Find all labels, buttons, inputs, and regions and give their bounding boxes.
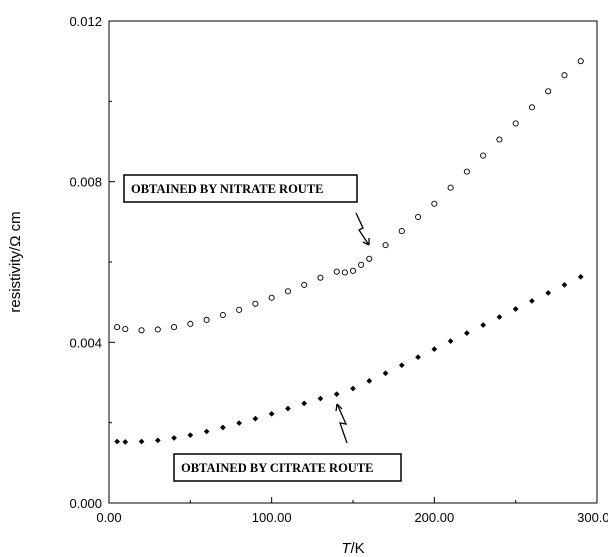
data-point xyxy=(431,346,438,353)
data-series xyxy=(114,58,584,445)
data-point xyxy=(528,298,535,304)
data-point xyxy=(496,136,503,143)
data-point xyxy=(382,242,389,249)
data-point xyxy=(431,200,438,207)
data-point xyxy=(187,320,194,327)
data-point xyxy=(171,324,178,331)
x-tick-label: 0.00 xyxy=(96,510,121,525)
data-point xyxy=(398,362,405,369)
data-point xyxy=(333,268,340,275)
data-point xyxy=(219,311,226,319)
data-point xyxy=(366,377,373,384)
plot-frame xyxy=(108,20,598,504)
data-point xyxy=(317,274,324,281)
data-point xyxy=(219,424,226,431)
arrow-nitrate-head xyxy=(362,238,370,246)
x-tick-label: 200.00 xyxy=(414,510,454,525)
annotation-citrate-box xyxy=(173,453,402,482)
data-point xyxy=(577,273,584,280)
data-point xyxy=(114,438,121,445)
data-point xyxy=(561,72,568,79)
data-point xyxy=(122,326,129,333)
x-axis-label: T/K xyxy=(341,540,364,557)
data-point xyxy=(463,168,470,175)
y-tick-label: 0.004 xyxy=(69,335,102,350)
data-point xyxy=(187,432,194,439)
x-tick-label: 300.00 xyxy=(577,510,608,525)
data-point xyxy=(415,354,422,361)
data-point xyxy=(545,289,552,296)
x-tick-label: 100.00 xyxy=(252,510,292,525)
data-point xyxy=(463,330,470,337)
data-point xyxy=(480,152,487,159)
x-axis: 0.00 100.00 200.00 300.00 xyxy=(96,497,608,525)
y-axis: 0.000 0.004 0.008 0.012 xyxy=(69,14,115,511)
arrow-citrate-head xyxy=(335,403,343,412)
data-point xyxy=(236,420,243,427)
data-point xyxy=(154,326,161,333)
data-point xyxy=(577,58,584,65)
data-point xyxy=(171,434,178,441)
data-point xyxy=(138,438,145,445)
data-point xyxy=(252,415,259,422)
data-point xyxy=(317,395,324,402)
data-point xyxy=(154,437,161,444)
data-point xyxy=(528,104,535,111)
data-point xyxy=(349,267,357,274)
data-point xyxy=(236,306,243,313)
data-point xyxy=(138,327,145,334)
y-tick-label: 0.012 xyxy=(69,14,102,29)
data-point xyxy=(415,213,422,221)
data-point xyxy=(268,294,275,301)
data-point xyxy=(512,306,519,312)
data-point xyxy=(545,88,552,95)
annotation-nitrate-box xyxy=(123,174,358,203)
data-point xyxy=(301,281,308,288)
data-point xyxy=(350,385,356,392)
data-point xyxy=(341,269,348,276)
data-point xyxy=(252,300,259,307)
series-nitrate xyxy=(114,58,584,334)
data-point xyxy=(382,370,389,377)
data-point xyxy=(301,400,308,407)
data-point xyxy=(333,391,340,398)
data-point xyxy=(398,228,405,235)
series-citrate xyxy=(114,273,584,445)
arrow-nitrate xyxy=(355,212,370,246)
y-tick-label: 0.000 xyxy=(69,496,102,511)
data-point xyxy=(203,316,210,323)
arrow-citrate xyxy=(336,403,348,444)
data-point xyxy=(496,314,503,320)
annotation-nitrate-label: OBTAINED BY NITRATE ROUTE xyxy=(131,182,324,196)
data-point xyxy=(203,428,210,435)
data-point xyxy=(284,405,291,412)
y-axis-label: resistivity/Ω cm xyxy=(7,211,24,312)
annotation-nitrate: OBTAINED BY NITRATE ROUTE xyxy=(123,174,358,203)
data-point xyxy=(122,438,129,445)
y-tick-label: 0.008 xyxy=(69,175,102,190)
data-point xyxy=(447,338,454,345)
data-point xyxy=(512,120,519,127)
annotation-citrate: OBTAINED BY CITRATE ROUTE xyxy=(173,453,402,482)
data-point xyxy=(366,255,373,262)
data-point xyxy=(268,410,275,417)
data-point xyxy=(114,324,121,331)
data-point xyxy=(284,288,291,295)
data-point xyxy=(561,281,568,288)
annotation-citrate-label: OBTAINED BY CITRATE ROUTE xyxy=(181,461,374,475)
data-point xyxy=(447,184,454,191)
data-point xyxy=(480,322,487,329)
data-point xyxy=(358,261,365,268)
